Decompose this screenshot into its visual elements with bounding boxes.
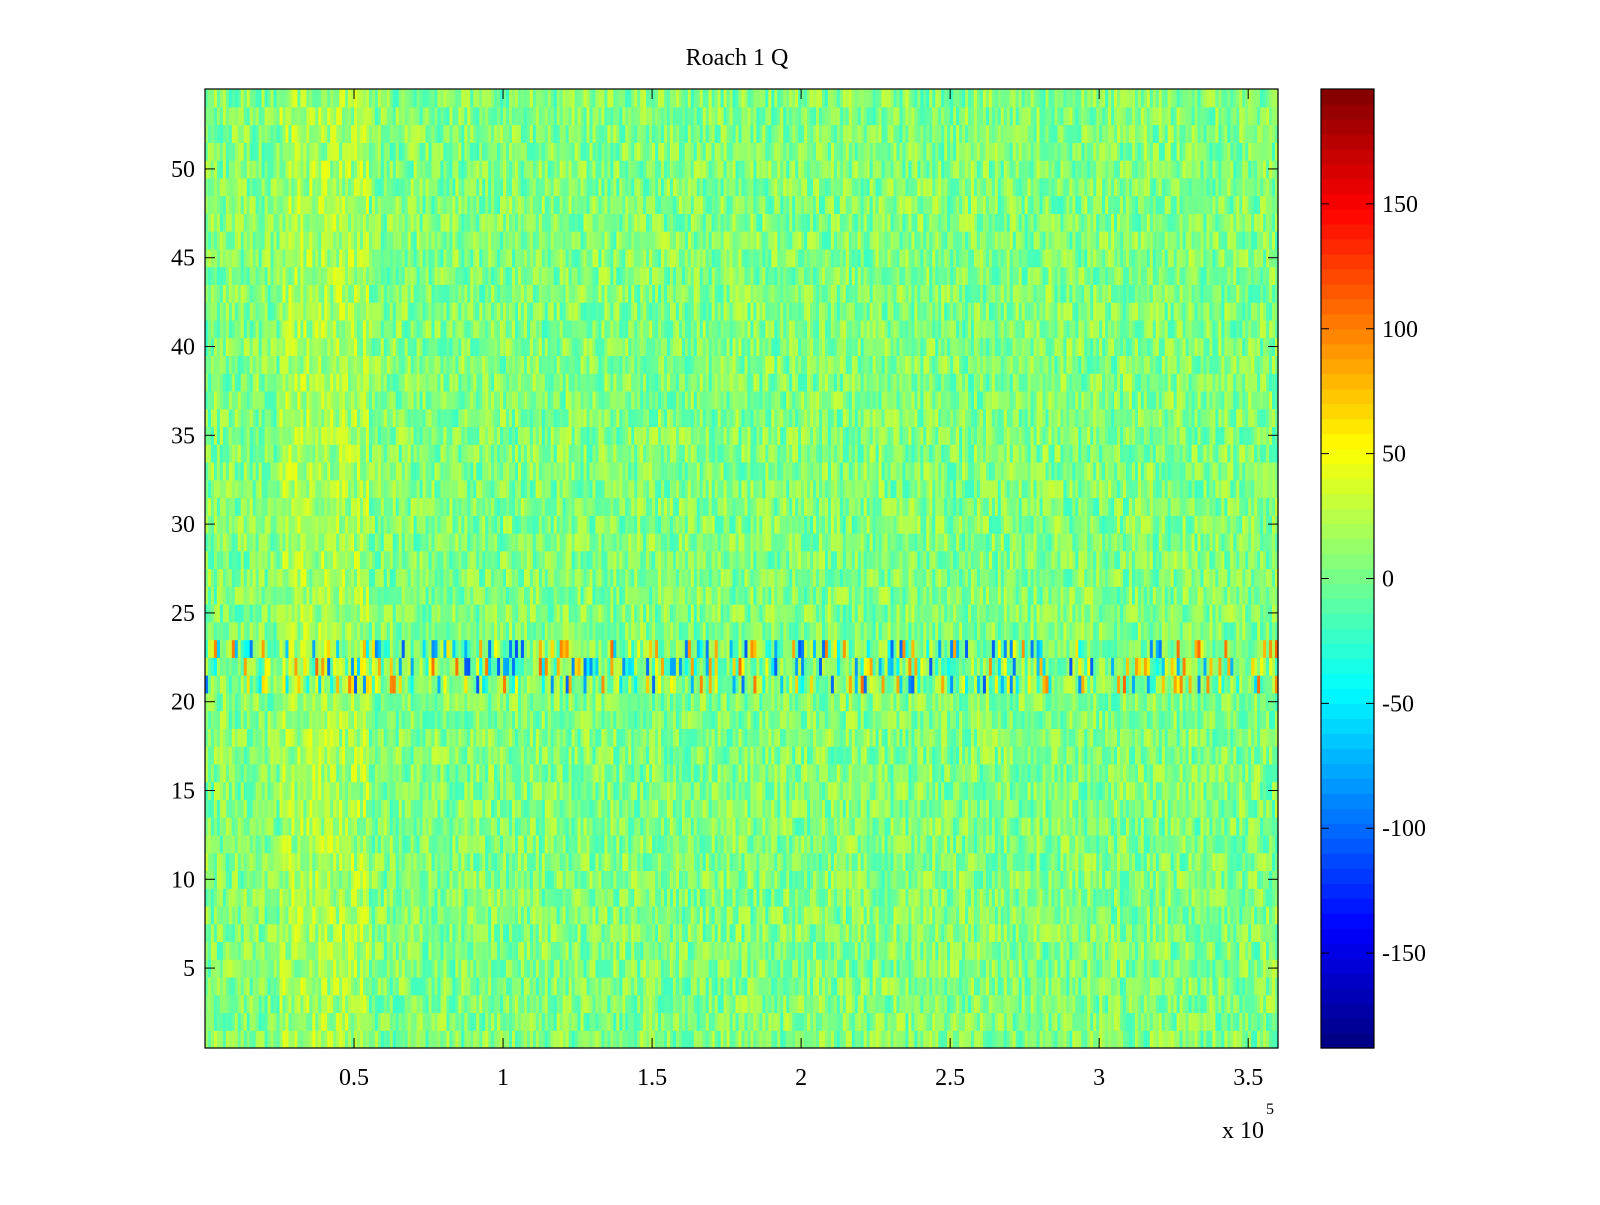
heatmap-cells bbox=[205, 89, 1279, 1049]
chart-title: Roach 1 Q bbox=[686, 45, 789, 71]
